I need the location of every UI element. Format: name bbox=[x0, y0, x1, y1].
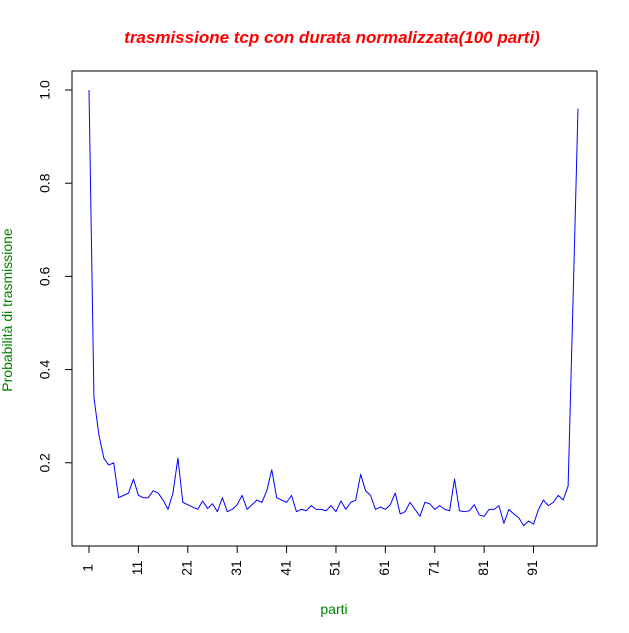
x-tick-label: 91 bbox=[524, 560, 540, 576]
x-tick-label: 61 bbox=[376, 560, 392, 576]
x-tick-label: 71 bbox=[425, 560, 441, 576]
y-tick-label: 0.4 bbox=[37, 360, 53, 380]
series-layer bbox=[88, 89, 579, 527]
chart-title: trasmissione tcp con durata normalizzata… bbox=[124, 28, 540, 47]
series-line-1 bbox=[88, 89, 579, 527]
x-axis-label: parti bbox=[320, 601, 347, 617]
x-tick-label: 21 bbox=[178, 560, 194, 576]
y-axis-label: Probabilità di trasmissione bbox=[0, 228, 15, 392]
x-axis: 1 11 21 31 41 51 61 71 81 91 bbox=[80, 545, 540, 576]
x-tick-label: 51 bbox=[327, 560, 343, 576]
y-tick-label: 0.6 bbox=[37, 266, 53, 286]
x-tick-label: 31 bbox=[228, 560, 244, 576]
x-tick-label: 1 bbox=[80, 564, 96, 572]
x-tick-label: 11 bbox=[129, 561, 145, 576]
y-tick-label: 0.8 bbox=[37, 173, 53, 193]
x-tick-label: 41 bbox=[277, 560, 293, 576]
plot-frame bbox=[71, 70, 598, 547]
x-tick-label: 81 bbox=[475, 560, 491, 576]
y-tick-label: 1.0 bbox=[37, 80, 53, 100]
y-tick-label: 0.2 bbox=[37, 453, 53, 473]
y-axis: 0.2 0.4 0.6 0.8 1.0 bbox=[37, 80, 73, 473]
